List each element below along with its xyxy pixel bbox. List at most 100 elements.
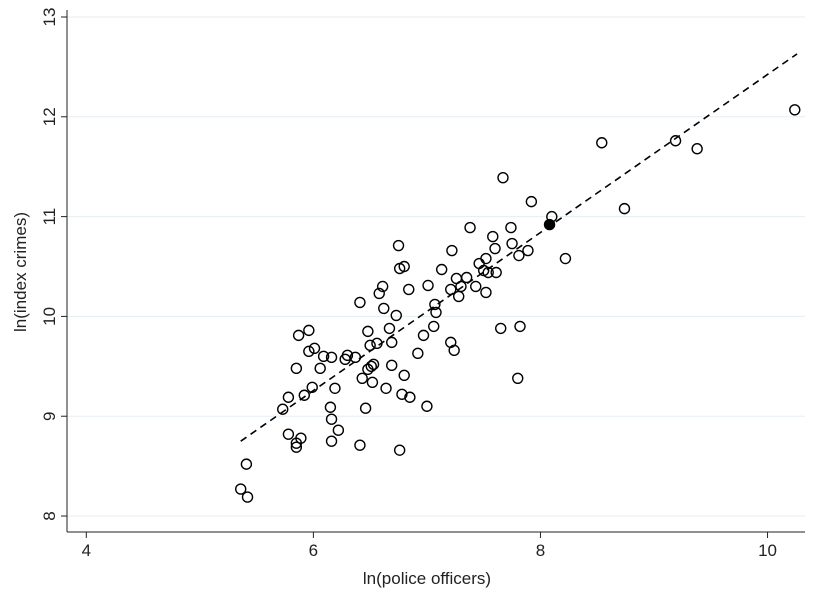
- data-point: [460, 271, 473, 284]
- x-tick-label: 4: [82, 541, 91, 560]
- data-point: [393, 444, 406, 456]
- data-point: [512, 372, 524, 384]
- data-point: [430, 306, 442, 319]
- data-point: [365, 360, 377, 373]
- data-point: [435, 263, 448, 276]
- data-point: [505, 221, 517, 234]
- data-point: [308, 342, 321, 355]
- data-point: [487, 230, 499, 243]
- data-point: [383, 322, 396, 335]
- data-point: [378, 302, 390, 315]
- data-point: [282, 391, 295, 403]
- data-point: [392, 239, 405, 252]
- data-point: [367, 358, 380, 371]
- data-point: [298, 389, 310, 401]
- data-point: [292, 329, 305, 342]
- data-point: [669, 135, 682, 147]
- x-tick-label: 8: [536, 541, 545, 560]
- data-point: [235, 483, 247, 495]
- data-point: [354, 296, 366, 309]
- data-point: [306, 381, 318, 393]
- data-point: [596, 137, 608, 149]
- data-point: [422, 279, 434, 292]
- data-point: [421, 400, 433, 412]
- data-point: [543, 218, 556, 231]
- data-point: [448, 344, 460, 357]
- data-point: [464, 221, 476, 234]
- data-point: [380, 382, 392, 394]
- x-tick-label: 10: [758, 541, 777, 560]
- data-point: [473, 257, 485, 270]
- data-point: [522, 244, 534, 257]
- data-point: [480, 286, 492, 299]
- y-axis-label: ln(index crimes): [11, 212, 30, 332]
- data-point: [513, 249, 525, 262]
- data-point: [325, 351, 338, 364]
- y-tick-label: 10: [40, 307, 59, 326]
- data-point: [354, 439, 366, 451]
- data-point: [514, 320, 526, 333]
- data-point: [376, 280, 389, 293]
- data-point: [325, 435, 338, 447]
- data-point: [453, 290, 465, 303]
- data-point: [446, 244, 458, 257]
- data-point: [303, 324, 315, 337]
- data-point: [398, 260, 410, 273]
- data-point: [349, 351, 362, 364]
- x-axis-label: ln(police officers): [363, 569, 491, 588]
- data-point: [362, 325, 374, 338]
- data-point: [403, 283, 415, 296]
- data-point: [691, 143, 703, 155]
- data-point: [396, 388, 408, 400]
- data-point: [470, 280, 482, 293]
- data-point: [373, 287, 385, 300]
- data-point: [489, 242, 501, 255]
- data-point: [789, 104, 801, 116]
- data-point: [290, 441, 303, 453]
- data-point: [329, 382, 341, 394]
- y-tick-label: 12: [40, 107, 59, 126]
- data-point: [240, 458, 253, 470]
- data-point: [241, 491, 254, 503]
- data-point: [495, 322, 507, 335]
- data-point: [332, 424, 345, 436]
- data-point: [398, 369, 410, 382]
- data-point: [429, 298, 441, 311]
- data-point: [295, 432, 307, 444]
- data-point: [371, 337, 383, 350]
- data-point: [428, 320, 440, 333]
- data-point: [386, 359, 398, 372]
- data-point: [618, 202, 631, 215]
- data-point: [366, 376, 379, 388]
- data-point: [445, 283, 457, 296]
- data-point: [404, 391, 416, 403]
- data-point: [359, 402, 372, 414]
- data-point: [290, 362, 303, 375]
- data-point: [324, 401, 337, 413]
- data-point: [314, 362, 326, 375]
- y-tick-label: 8: [40, 511, 59, 520]
- data-point: [480, 252, 492, 265]
- data-point: [525, 195, 538, 208]
- data-point: [506, 237, 518, 250]
- data-point: [364, 339, 376, 352]
- data-point: [317, 350, 330, 363]
- y-tick-label: 13: [40, 8, 59, 27]
- data-point: [386, 336, 398, 349]
- data-point: [559, 252, 572, 265]
- data-point: [482, 266, 494, 279]
- x-tick-label: 6: [309, 541, 318, 560]
- y-tick-label: 11: [40, 208, 59, 226]
- data-point: [417, 329, 430, 342]
- y-tick-label: 9: [40, 411, 59, 420]
- data-point: [303, 345, 315, 358]
- data-point: [490, 266, 502, 279]
- data-point: [325, 413, 338, 425]
- data-point: [497, 171, 509, 184]
- data-point: [455, 280, 467, 293]
- data-point: [412, 347, 424, 360]
- data-point: [356, 372, 368, 384]
- data-point: [390, 309, 402, 322]
